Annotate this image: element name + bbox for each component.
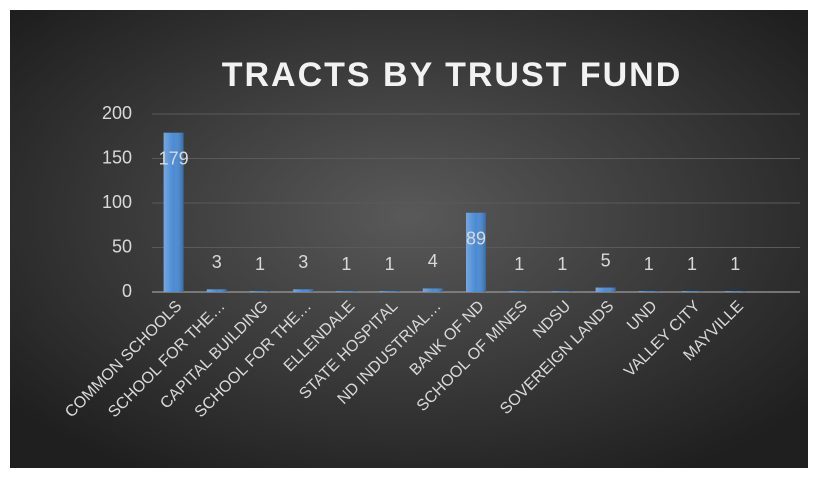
bar-shade bbox=[466, 212, 486, 292]
bar-shade bbox=[638, 291, 659, 292]
bar-shade bbox=[682, 291, 702, 292]
chart-title: TRACTS BY TRUST FUND bbox=[222, 56, 683, 94]
data-label: 1 bbox=[557, 254, 567, 274]
data-label: 1 bbox=[255, 254, 265, 274]
data-label: 3 bbox=[298, 252, 308, 272]
data-label: 1 bbox=[385, 254, 395, 274]
y-tick-label: 0 bbox=[122, 281, 132, 301]
bar-shade bbox=[725, 291, 746, 292]
y-tick-label: 50 bbox=[112, 236, 132, 256]
data-label: 3 bbox=[212, 252, 222, 272]
data-label: 179 bbox=[159, 148, 189, 168]
bar-shade bbox=[206, 289, 227, 292]
data-label: 1 bbox=[341, 254, 351, 274]
bar-shade bbox=[595, 287, 616, 292]
y-tick-label: 150 bbox=[102, 147, 132, 167]
data-label: 1 bbox=[687, 254, 697, 274]
bar-shade bbox=[250, 291, 270, 292]
bar-shade bbox=[163, 132, 184, 292]
chart-background bbox=[10, 10, 808, 468]
data-label: 1 bbox=[514, 254, 524, 274]
bar-shade bbox=[293, 289, 314, 292]
y-tick-label: 100 bbox=[102, 192, 132, 212]
data-label: 1 bbox=[644, 254, 654, 274]
data-label: 89 bbox=[466, 229, 486, 249]
bar-shade bbox=[509, 291, 530, 292]
y-tick-label: 200 bbox=[102, 103, 132, 123]
bar-shade bbox=[422, 288, 443, 292]
data-label: 1 bbox=[730, 254, 740, 274]
data-label: 5 bbox=[601, 250, 611, 270]
bar-shade bbox=[336, 291, 357, 292]
bar-shade bbox=[552, 291, 573, 292]
data-label: 4 bbox=[428, 251, 438, 271]
bar-shade bbox=[379, 291, 400, 292]
